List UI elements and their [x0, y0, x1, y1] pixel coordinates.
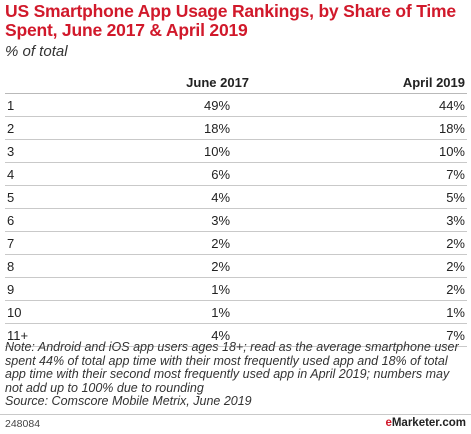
chart-subtitle: % of total: [5, 43, 68, 60]
chart-note: Note: Android and iOS app users ages 18+…: [5, 340, 467, 409]
june-2017-cell: 6%: [106, 162, 250, 186]
april-2019-cell: 2%: [249, 254, 467, 278]
june-2017-cell: 49%: [106, 93, 250, 117]
june-2017-cell: 4%: [106, 185, 250, 209]
chart-title: US Smartphone App Usage Rankings, by Sha…: [5, 1, 456, 40]
rank-cell: 6: [5, 208, 107, 232]
rank-cell: 3: [5, 139, 107, 163]
rank-cell: 9: [5, 277, 107, 301]
table-row: 6 3% 3%: [5, 208, 467, 232]
emarketer-logo[interactable]: eMarketer.com: [385, 417, 466, 429]
table-row: 5 4% 5%: [5, 185, 467, 209]
june-2017-cell: 4%: [106, 323, 250, 347]
june-2017-cell: 1%: [106, 300, 250, 324]
rank-cell: 10: [5, 300, 107, 324]
note-text: Note: Android and iOS app users ages 18+…: [5, 340, 459, 395]
rank-cell: 2: [5, 116, 107, 140]
source-text: Source: Comscore Mobile Metrix, June 201…: [5, 394, 252, 408]
rank-cell: 8: [5, 254, 107, 278]
table-row: 2 18% 18%: [5, 116, 467, 140]
chart-id: 248084: [5, 418, 41, 430]
header-june-2017: June 2017: [106, 72, 250, 94]
june-2017-cell: 10%: [106, 139, 250, 163]
april-2019-cell: 2%: [249, 277, 467, 301]
april-2019-cell: 44%: [249, 93, 467, 117]
brand-prefix: e: [385, 417, 392, 429]
table-row: 11+ 4% 7%: [5, 323, 467, 347]
april-2019-cell: 7%: [249, 162, 467, 186]
april-2019-cell: 3%: [249, 208, 467, 232]
table-row: 1 49% 44%: [5, 93, 467, 117]
rank-cell: 5: [5, 185, 107, 209]
table-row: 8 2% 2%: [5, 254, 467, 278]
header-april-2019: April 2019: [249, 72, 467, 94]
rank-cell: 4: [5, 162, 107, 186]
table-header-row: June 2017 April 2019: [5, 72, 467, 94]
april-2019-cell: 7%: [249, 323, 467, 347]
june-2017-cell: 1%: [106, 277, 250, 301]
footer-divider: [0, 414, 471, 415]
april-2019-cell: 2%: [249, 231, 467, 255]
header-rank: [5, 72, 107, 94]
june-2017-cell: 2%: [106, 254, 250, 278]
june-2017-cell: 2%: [106, 231, 250, 255]
april-2019-cell: 18%: [249, 116, 467, 140]
brand-suffix: .com: [439, 417, 466, 429]
table-row: 4 6% 7%: [5, 162, 467, 186]
june-2017-cell: 18%: [106, 116, 250, 140]
rank-cell: 1: [5, 93, 107, 117]
rank-cell: 7: [5, 231, 107, 255]
data-table: June 2017 April 2019 1 49% 44% 2 18% 18% 3 10% 1…: [5, 72, 467, 347]
table-row: 10 1% 1%: [5, 300, 467, 324]
june-2017-cell: 3%: [106, 208, 250, 232]
table-row: 7 2% 2%: [5, 231, 467, 255]
april-2019-cell: 1%: [249, 300, 467, 324]
table-row: 9 1% 2%: [5, 277, 467, 301]
april-2019-cell: 10%: [249, 139, 467, 163]
rank-cell: 11+: [5, 323, 107, 347]
table-row: 3 10% 10%: [5, 139, 467, 163]
brand-name: Marketer: [391, 417, 440, 429]
april-2019-cell: 5%: [249, 185, 467, 209]
